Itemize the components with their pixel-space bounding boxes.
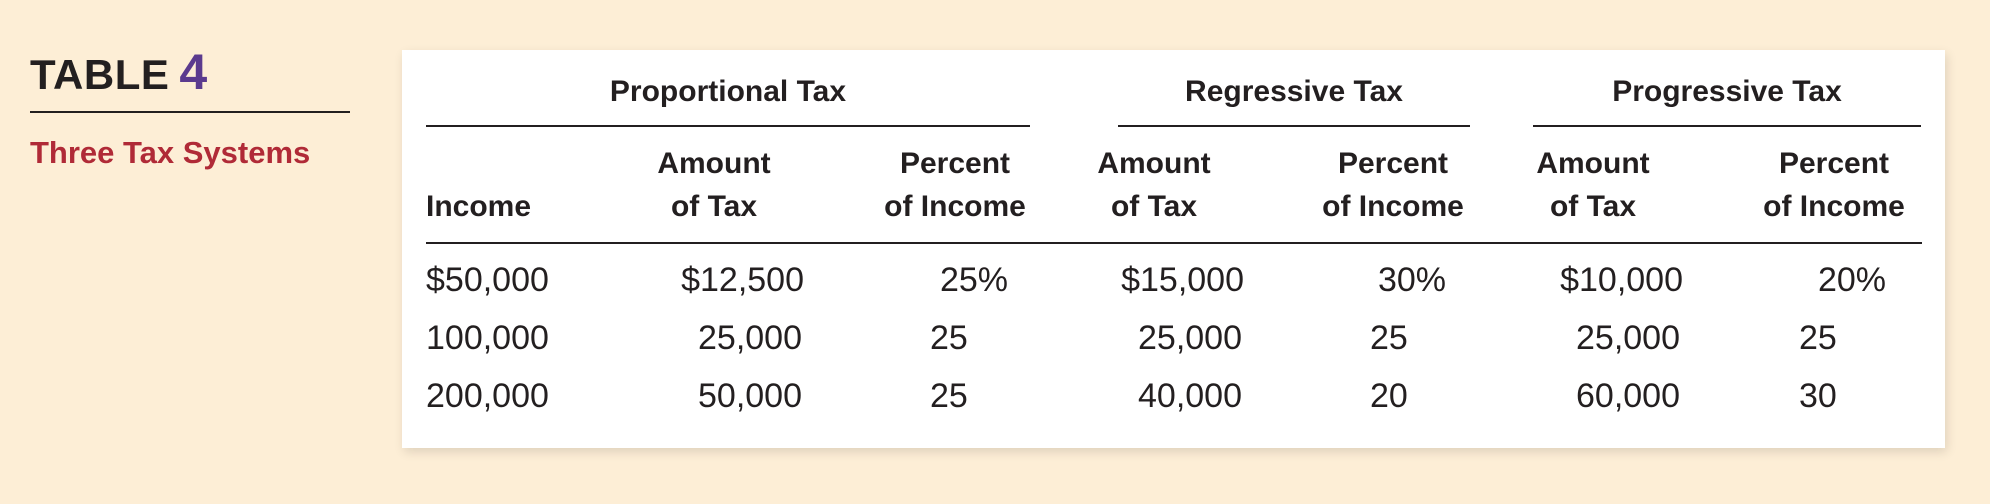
col-header-prog-percent: Percent of Income [1746, 142, 1922, 228]
col-header-line: of Income [1322, 190, 1464, 223]
cell-reg-percent: 25 [1370, 319, 1408, 357]
cell-prog-percent: 30 [1799, 377, 1837, 415]
col-header-prop-amount: Amount of Tax [624, 142, 804, 228]
col-header-prop-percent: Percent of Income [870, 142, 1040, 228]
cell-prog-percent: 20% [1817, 261, 1886, 299]
cell-prop-amount: $12,500 [681, 261, 804, 299]
group-header-proportional: Proportional Tax [609, 75, 847, 108]
col-header-line: of Tax [1549, 190, 1637, 223]
col-header-line: Percent [1778, 147, 1890, 180]
col-header-line: Amount [657, 147, 771, 180]
tax-table: Proportional Tax Regressive Tax Progress… [402, 50, 1945, 448]
group-rule-regressive [1118, 125, 1470, 127]
cell-reg-percent: 30% [1377, 261, 1446, 299]
cell-prog-amount: 60,000 [1576, 377, 1680, 415]
col-header-line: of Income [1763, 190, 1905, 223]
group-rule-progressive [1533, 125, 1921, 127]
cell-prog-amount: $10,000 [1560, 261, 1683, 299]
cell-prop-amount: 50,000 [698, 377, 802, 415]
table-subtitle: Three Tax Systems [30, 135, 311, 170]
cell-reg-amount: 25,000 [1138, 319, 1242, 357]
col-header-line: of Tax [1110, 190, 1198, 223]
cell-prop-percent: 25 [930, 377, 968, 415]
cell-prop-percent: 25 [930, 319, 968, 357]
table-label: TABLE 4 [30, 46, 350, 113]
col-header-line: Percent [899, 147, 1011, 180]
group-header-progressive: Progressive Tax [1612, 75, 1842, 108]
group-rule-proportional [426, 125, 1030, 127]
table-label-text: TABLE [30, 51, 170, 98]
cell-income: 200,000 [426, 377, 549, 415]
col-header-line: Percent [1337, 147, 1449, 180]
cell-reg-amount: $15,000 [1121, 261, 1244, 299]
table-caption: TABLE 4 Three Tax Systems [30, 46, 350, 171]
cell-income: $50,000 [426, 261, 549, 299]
col-header-line: Amount [1097, 147, 1211, 180]
cell-income: 100,000 [426, 319, 549, 357]
col-header-line: of Income [884, 190, 1026, 223]
cell-prog-percent: 25 [1799, 319, 1837, 357]
col-header-income: Income [426, 190, 532, 223]
col-header-reg-amount: Amount of Tax [1064, 142, 1244, 228]
cell-prop-percent: 25% [939, 261, 1008, 299]
header-rule [426, 242, 1922, 244]
cell-prop-amount: 25,000 [698, 319, 802, 357]
cell-reg-percent: 20 [1370, 377, 1408, 415]
col-header-line: of Tax [670, 190, 758, 223]
cell-prog-amount: 25,000 [1576, 319, 1680, 357]
table-number: 4 [179, 44, 208, 100]
col-header-reg-percent: Percent of Income [1308, 142, 1478, 228]
cell-reg-amount: 40,000 [1138, 377, 1242, 415]
group-header-regressive: Regressive Tax [1185, 75, 1403, 108]
col-header-prog-amount: Amount of Tax [1503, 142, 1683, 228]
col-header-line: Amount [1536, 147, 1650, 180]
